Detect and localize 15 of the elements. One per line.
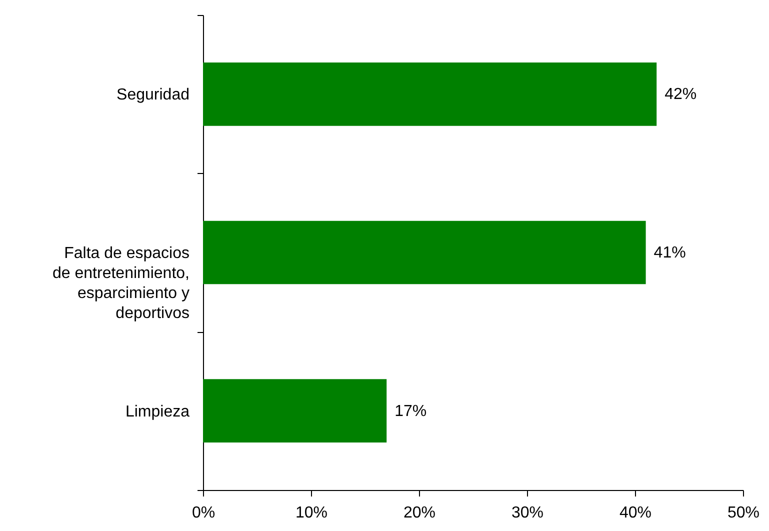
bar: [203, 62, 657, 126]
y-tick-label: Limpieza: [125, 403, 190, 420]
bar: [203, 220, 646, 284]
bar: [203, 379, 387, 442]
data-label: 41%: [654, 244, 686, 262]
x-tick-label: 30%: [511, 504, 544, 522]
x-tick-label: 0%: [192, 504, 216, 522]
y-tick-label: Falta de espacios de entretenimiento, esparcimiento y deportivos: [52, 245, 190, 322]
x-tick-label: 40%: [619, 504, 652, 522]
data-label: 17%: [394, 402, 427, 420]
x-tick-label: 10%: [295, 504, 328, 522]
x-tick-label: 50%: [727, 504, 760, 522]
data-label: 42%: [664, 86, 697, 104]
y-tick-label: Seguridad: [116, 86, 190, 104]
x-tick-label: 20%: [403, 504, 436, 522]
